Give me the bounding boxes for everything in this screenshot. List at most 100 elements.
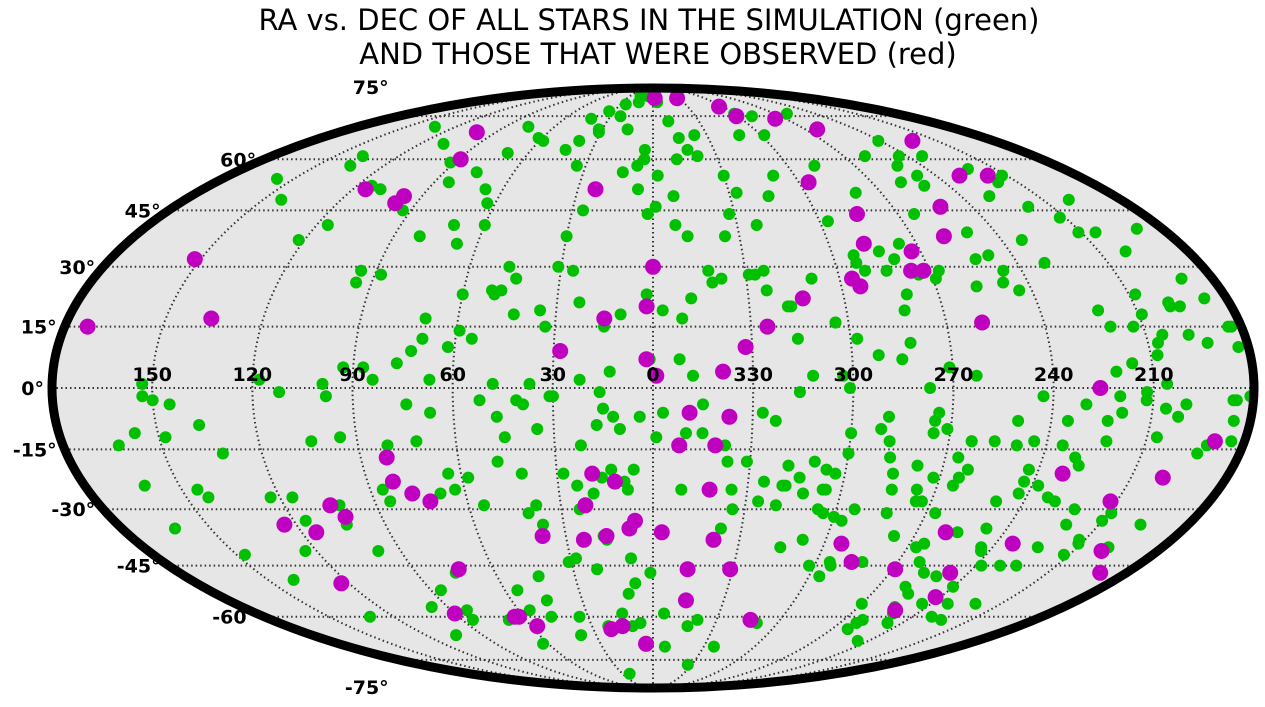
all-stars-point: [808, 159, 821, 172]
observed-star-point: [1054, 465, 1071, 482]
all-stars-point: [640, 288, 653, 301]
all-stars-point: [481, 197, 494, 210]
all-stars-point: [460, 604, 473, 617]
observed-star-point: [681, 404, 698, 421]
all-stars-point: [366, 373, 379, 386]
all-stars-point: [872, 245, 885, 258]
all-stars-point: [575, 629, 588, 642]
all-stars-point: [858, 150, 871, 163]
all-stars-point: [501, 147, 514, 159]
all-stars-point: [1127, 320, 1140, 333]
observed-star-point: [276, 516, 293, 533]
all-stars-point: [740, 455, 753, 468]
all-stars-point: [719, 230, 731, 243]
all-stars-point: [292, 234, 305, 246]
all-stars-point: [1114, 390, 1127, 403]
all-stars-point: [1173, 300, 1186, 313]
observed-star-point: [322, 497, 339, 514]
all-stars-point: [424, 406, 437, 419]
observed-star-point: [308, 524, 325, 541]
all-stars-point: [515, 467, 528, 480]
observed-star-point: [404, 485, 421, 502]
all-stars-point: [573, 296, 586, 309]
all-stars-point: [466, 613, 479, 626]
all-stars-point: [841, 623, 854, 636]
observed-star-point: [721, 408, 738, 425]
observed-star-point: [887, 602, 904, 619]
all-stars-point: [745, 110, 758, 123]
all-stars-point: [892, 237, 905, 250]
all-stars-point: [767, 169, 780, 182]
all-stars-point: [473, 394, 486, 407]
all-stars-point: [680, 427, 692, 440]
all-stars-point: [927, 427, 940, 440]
all-stars-point: [691, 613, 704, 626]
map-outline: [47, 83, 1259, 693]
dec-tick-label: 30°: [59, 257, 95, 279]
all-stars-point: [238, 548, 251, 561]
all-stars-point: [1130, 222, 1143, 235]
all-stars-point: [785, 300, 798, 313]
all-stars-point: [762, 190, 775, 203]
all-stars-point: [264, 491, 277, 504]
all-stars-point: [522, 120, 535, 133]
observed-star-point: [951, 167, 968, 184]
all-stars-point: [1126, 357, 1139, 370]
observed-star-point: [844, 270, 860, 287]
observed-star-point: [587, 181, 604, 198]
all-stars-point: [356, 150, 369, 163]
observed-star-point: [671, 437, 688, 454]
all-stars-point: [774, 541, 787, 554]
ra-tick-labels: 150 120 90 60 30 0 330 300 270 240 210: [132, 364, 1173, 386]
all-stars-point: [605, 463, 618, 476]
observed-star-point: [887, 561, 904, 578]
all-stars-point: [1100, 435, 1113, 448]
all-stars-point: [491, 455, 504, 468]
all-stars-point: [625, 552, 637, 565]
ra-tick-label: 270: [934, 364, 974, 386]
all-stars-point: [658, 607, 670, 620]
observed-star-point: [337, 508, 354, 525]
all-stars-point: [793, 386, 806, 399]
all-stars-point: [163, 398, 176, 411]
all-stars-point: [1010, 439, 1023, 452]
all-stars-point: [511, 584, 524, 597]
dec-tick-label: 15°: [21, 317, 57, 339]
all-stars-point: [1135, 308, 1148, 321]
all-stars-point: [916, 597, 929, 610]
dec-tick-label: 0°: [21, 378, 44, 400]
all-stars-point: [449, 483, 462, 496]
all-stars-point: [1232, 341, 1245, 353]
all-stars-point: [1068, 503, 1081, 516]
all-stars-point: [965, 435, 978, 448]
all-stars-point: [813, 570, 826, 583]
all-stars-point: [159, 431, 172, 444]
all-stars-point: [970, 280, 983, 293]
all-stars-point: [851, 332, 864, 345]
all-stars-point: [591, 563, 604, 576]
all-stars-point: [697, 398, 709, 411]
all-stars-point: [685, 292, 698, 305]
all-stars-point: [750, 219, 763, 231]
all-stars-point: [522, 507, 535, 520]
all-stars-point: [1092, 304, 1105, 317]
observed-star-point: [737, 339, 754, 355]
all-stars-point: [355, 264, 368, 277]
observed-star-point: [1206, 433, 1223, 450]
all-stars-point: [803, 559, 816, 572]
all-stars-point: [530, 499, 543, 512]
all-stars-point: [490, 410, 503, 423]
all-stars-point: [756, 406, 769, 419]
all-stars-point: [1227, 394, 1240, 407]
observed-star-point: [357, 181, 374, 198]
observed-star-point: [715, 363, 731, 380]
all-stars-point: [1119, 245, 1132, 258]
all-stars-point: [758, 129, 771, 142]
observed-star-point: [79, 318, 96, 335]
all-stars-point: [850, 256, 863, 269]
all-stars-point: [1198, 292, 1211, 305]
all-stars-point: [627, 463, 640, 476]
all-stars-point: [769, 414, 782, 427]
all-stars-point: [887, 467, 899, 480]
observed-star-point: [452, 151, 469, 168]
